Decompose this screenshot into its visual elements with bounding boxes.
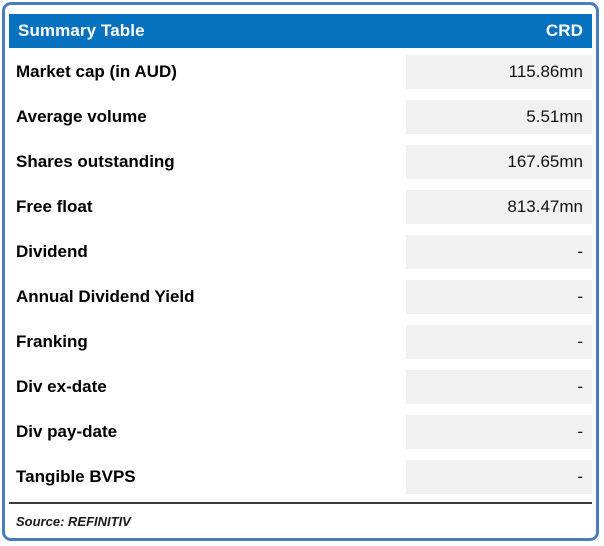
row-label: Annual Dividend Yield [16,287,195,306]
table-row: Div ex-date - [9,370,592,404]
row-label: Average volume [16,107,147,126]
row-label: Franking [16,332,88,351]
table-footer: Source: REFINITIV [9,513,592,531]
row-value: 813.47mn [406,190,592,224]
row-value: - [406,280,592,314]
table-rows: Market cap (in AUD) 115.86mn Average vol… [9,55,592,494]
table-row: Free float 813.47mn [9,190,592,224]
row-value: 115.86mn [406,55,592,89]
row-label: Tangible BVPS [16,467,136,486]
row-value: - [406,370,592,404]
row-value: - [406,415,592,449]
row-value: - [406,460,592,494]
table-row: Dividend - [9,235,592,269]
row-value: - [406,325,592,359]
table-row: Tangible BVPS - [9,460,592,494]
table-row: Annual Dividend Yield - [9,280,592,314]
table-row: Market cap (in AUD) 115.86mn [9,55,592,89]
source-note: Source: REFINITIV [16,514,131,529]
ticker-label: CRD [545,21,583,40]
summary-table-card: Summary Table CRD Market cap (in AUD) 11… [2,2,599,541]
row-label: Free float [16,197,93,216]
row-label: Dividend [16,242,88,261]
table-row: Average volume 5.51mn [9,100,592,134]
table-header: Summary Table CRD [9,14,592,48]
row-label: Div ex-date [16,377,107,396]
row-label: Shares outstanding [16,152,175,171]
table-title: Summary Table [18,21,145,40]
footer-divider [9,502,592,504]
row-value: 5.51mn [406,100,592,134]
row-value: 167.65mn [406,145,592,179]
row-label: Div pay-date [16,422,118,441]
row-label: Market cap (in AUD) [16,62,177,81]
table-row: Div pay-date - [9,415,592,449]
table-row: Franking - [9,325,592,359]
row-value: - [406,235,592,269]
table-row: Shares outstanding 167.65mn [9,145,592,179]
